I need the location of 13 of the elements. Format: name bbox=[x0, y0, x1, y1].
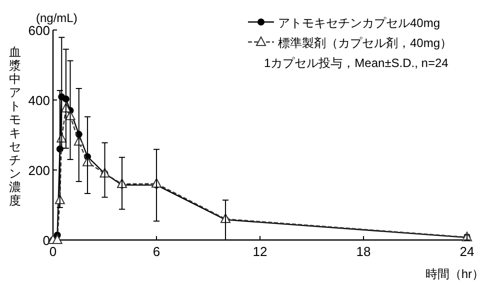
annotation: 1カプセル投与，Mean±S.D., n=24 bbox=[264, 56, 449, 70]
y-tick-label: 600 bbox=[28, 23, 50, 38]
x-tick-label: 18 bbox=[356, 244, 371, 259]
x-tick-label: 24 bbox=[460, 244, 474, 259]
legend-label: 標準製剤（カプセル剤，40mg） bbox=[278, 36, 452, 50]
y-tick-label: 400 bbox=[28, 93, 50, 108]
x-tick-label: 6 bbox=[152, 244, 160, 259]
legend-label: アトモキセチンカプセル40mg bbox=[278, 16, 440, 30]
text: (ng/mL) bbox=[36, 11, 78, 25]
y-axis-title: 血漿中アトモキセチン濃度 bbox=[9, 45, 21, 208]
x-tick-label: 12 bbox=[252, 244, 268, 259]
y-tick-label: 200 bbox=[28, 163, 50, 178]
x-axis-title: 時間（hr） bbox=[425, 267, 484, 281]
